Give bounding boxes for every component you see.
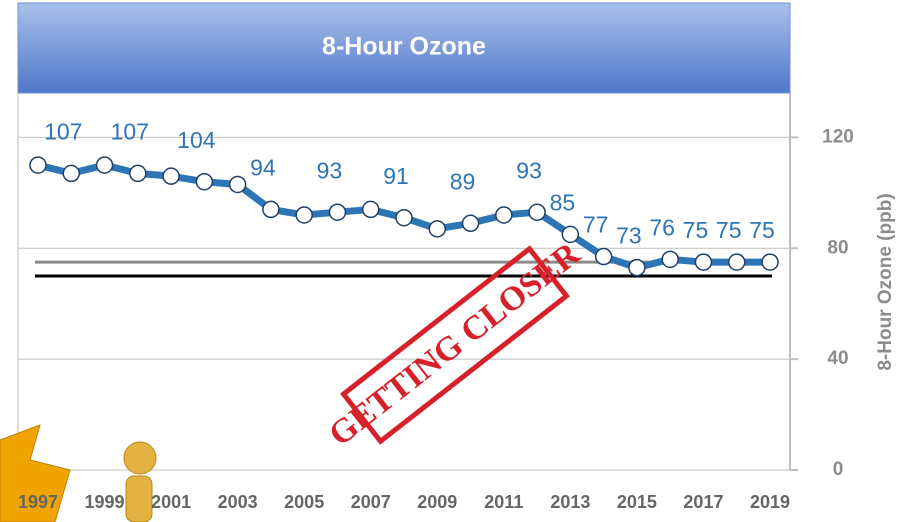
y-tick-label: 40 bbox=[827, 348, 848, 369]
stamp-text: GETTING CLOSER bbox=[322, 235, 587, 453]
data-label: 75 bbox=[749, 217, 775, 243]
data-label: 93 bbox=[516, 157, 542, 183]
data-label: 104 bbox=[177, 127, 216, 153]
marker bbox=[695, 254, 711, 270]
marker bbox=[163, 168, 179, 184]
data-label: 76 bbox=[649, 214, 675, 240]
data-label: 94 bbox=[250, 155, 276, 181]
marker bbox=[396, 210, 412, 226]
x-tick-label: 2005 bbox=[284, 492, 324, 512]
y-tick-label: 0 bbox=[833, 459, 844, 480]
data-label: 75 bbox=[716, 217, 742, 243]
marker bbox=[196, 174, 212, 190]
y-axis-title: 8-Hour Ozone (ppb) bbox=[875, 193, 896, 370]
x-tick-label: 2007 bbox=[351, 492, 391, 512]
marker bbox=[629, 260, 645, 276]
marker bbox=[729, 254, 745, 270]
x-tick-label: 2015 bbox=[617, 492, 657, 512]
marker bbox=[97, 157, 113, 173]
data-label: 89 bbox=[450, 168, 476, 194]
data-label: 91 bbox=[383, 163, 409, 189]
data-label: 73 bbox=[616, 223, 642, 249]
marker bbox=[329, 204, 345, 220]
data-label: 77 bbox=[583, 212, 609, 238]
marker bbox=[496, 207, 512, 223]
marker bbox=[662, 251, 678, 267]
marker bbox=[230, 176, 246, 192]
y-tick-label: 120 bbox=[822, 126, 854, 147]
x-tick-label: 2011 bbox=[484, 492, 523, 512]
x-tick-label: 2013 bbox=[550, 492, 590, 512]
data-label: 85 bbox=[550, 189, 576, 215]
marker bbox=[762, 254, 778, 270]
x-tick-label: 1999 bbox=[85, 492, 125, 512]
x-tick-label: 1997 bbox=[18, 492, 58, 512]
data-label: 107 bbox=[111, 118, 149, 144]
marker bbox=[596, 249, 612, 265]
x-tick-label: 2001 bbox=[151, 492, 191, 512]
marker bbox=[429, 221, 445, 237]
chart-title: 8-Hour Ozone bbox=[322, 33, 486, 61]
x-tick-label: 2009 bbox=[417, 492, 457, 512]
data-label: 93 bbox=[317, 157, 343, 183]
figure-head bbox=[124, 442, 156, 474]
marker bbox=[296, 207, 312, 223]
data-label: 75 bbox=[683, 217, 709, 243]
marker bbox=[463, 215, 479, 231]
x-tick-label: 2019 bbox=[750, 492, 790, 512]
marker bbox=[529, 204, 545, 220]
y-tick-label: 80 bbox=[827, 237, 848, 258]
figure-body bbox=[126, 476, 152, 522]
data-label: 107 bbox=[44, 118, 82, 144]
x-tick-label: 2003 bbox=[218, 492, 258, 512]
marker bbox=[130, 165, 146, 181]
marker bbox=[363, 201, 379, 217]
marker bbox=[562, 226, 578, 242]
marker bbox=[63, 165, 79, 181]
x-tick-label: 2017 bbox=[683, 492, 723, 512]
marker bbox=[30, 157, 46, 173]
marker bbox=[263, 201, 279, 217]
chart: 8-Hour Ozone 8-Hour Ozone (ppb) GETTING … bbox=[0, 0, 915, 522]
